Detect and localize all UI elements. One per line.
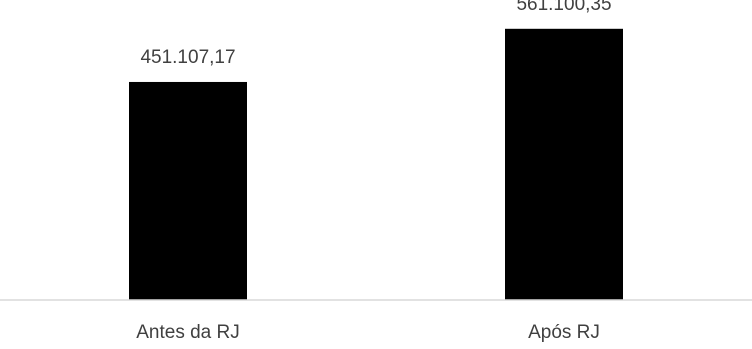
x-tick-label-1: Antes da RJ bbox=[136, 322, 240, 343]
bars-group bbox=[129, 28, 623, 301]
bar-2 bbox=[505, 28, 623, 301]
data-labels-group: 451.107,17 561.100,35 bbox=[140, 0, 611, 68]
x-tick-label-2: Após RJ bbox=[528, 322, 600, 343]
bar-1 bbox=[129, 81, 247, 300]
data-label-1: 451.107,17 bbox=[140, 47, 235, 68]
x-tick-labels-group: Antes da RJ Após RJ bbox=[136, 322, 600, 343]
data-label-2: 561.100,35 bbox=[516, 0, 611, 15]
